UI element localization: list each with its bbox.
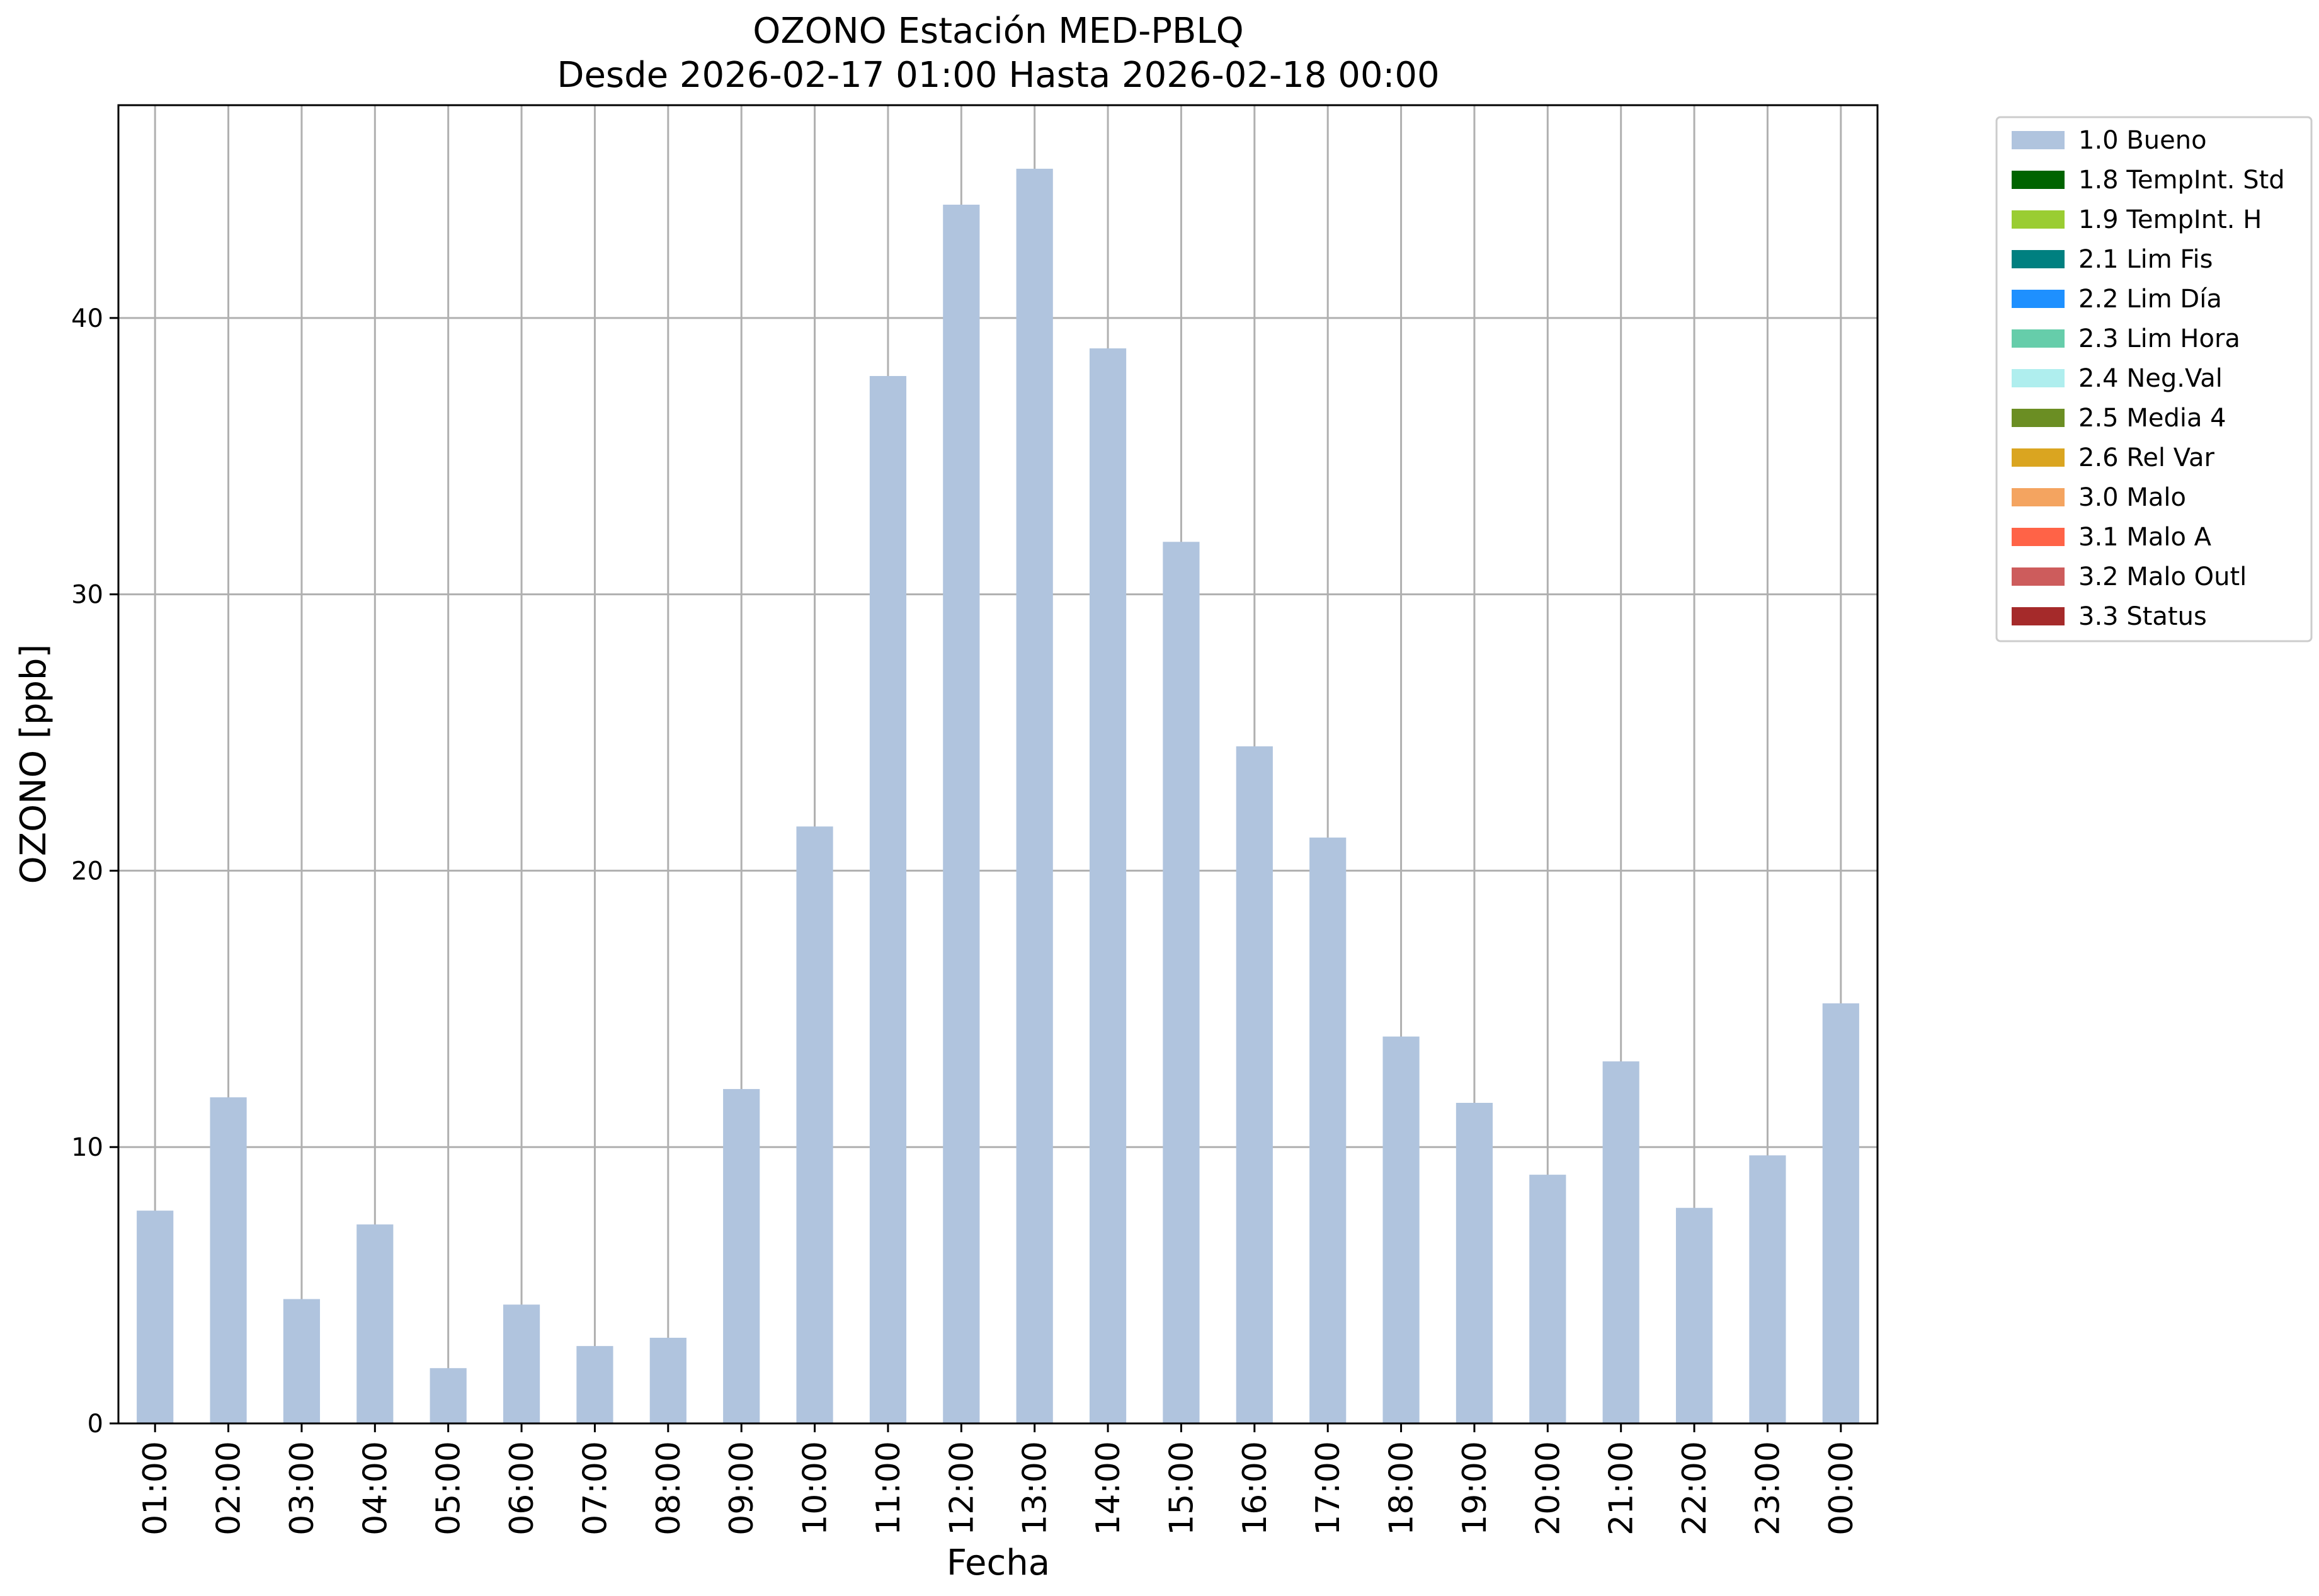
- legend-label: 1.0 Bueno: [2078, 126, 2207, 155]
- legend-label: 2.2 Lim Día: [2078, 285, 2222, 314]
- legend-label: 2.3 Lim Hora: [2078, 324, 2240, 353]
- x-tick-label: 14:00: [1090, 1441, 1127, 1536]
- x-tick-label: 16:00: [1236, 1441, 1274, 1536]
- bar-06:00: [503, 1304, 540, 1423]
- bar-13:00: [1016, 168, 1053, 1423]
- x-tick-label: 13:00: [1017, 1441, 1054, 1536]
- legend-swatch: [2012, 528, 2065, 546]
- bar-15:00: [1163, 542, 1200, 1423]
- y-tick-label: 20: [71, 857, 103, 886]
- x-tick-label: 10:00: [797, 1441, 835, 1536]
- chart-title: OZONO Estación MED-PBLQ: [753, 11, 1244, 52]
- legend-swatch: [2012, 171, 2065, 189]
- legend-swatch: [2012, 131, 2065, 149]
- legend-swatch: [2012, 329, 2065, 348]
- bar-12:00: [943, 204, 980, 1423]
- x-tick-label: 12:00: [943, 1441, 981, 1536]
- bar-17:00: [1309, 837, 1347, 1423]
- x-tick-label: 11:00: [870, 1441, 908, 1536]
- bar-22:00: [1675, 1207, 1713, 1423]
- x-axis-label: Fecha: [947, 1542, 1050, 1583]
- legend-label: 3.1 Malo A: [2078, 523, 2212, 552]
- legend-swatch: [2012, 369, 2065, 387]
- bar-04:00: [356, 1224, 394, 1423]
- x-tick-label: 04:00: [356, 1441, 394, 1536]
- legend-label: 2.1 Lim Fis: [2078, 245, 2213, 274]
- legend-frame: [1995, 116, 2313, 642]
- legend-label: 3.2 Malo Outl: [2078, 562, 2247, 591]
- bar-21:00: [1602, 1061, 1639, 1423]
- bar-20:00: [1529, 1175, 1566, 1423]
- legend-label: 3.0 Malo: [2078, 483, 2186, 512]
- legend-label: 2.4 Neg.Val: [2078, 364, 2223, 393]
- bar-05:00: [430, 1368, 467, 1423]
- legend-swatch: [2012, 488, 2065, 506]
- legend-label: 1.9 TempInt. H: [2078, 205, 2262, 234]
- x-tick-label: 22:00: [1676, 1441, 1714, 1536]
- legend-swatch: [2012, 250, 2065, 268]
- x-tick-label: 18:00: [1383, 1441, 1421, 1536]
- legend-label: 2.5 Media 4: [2078, 404, 2226, 433]
- y-tick-label: 30: [71, 581, 103, 610]
- x-tick-label: 03:00: [283, 1441, 321, 1536]
- plot-frame: [117, 104, 1879, 1425]
- legend-swatch: [2012, 567, 2065, 586]
- legend-label: 3.3 Status: [2078, 602, 2207, 631]
- x-tick-label: 17:00: [1309, 1441, 1347, 1536]
- y-axis-ticks: 0 10 20 30 40: [71, 304, 118, 1439]
- bar-16:00: [1236, 746, 1273, 1423]
- x-tick-label: 23:00: [1749, 1441, 1787, 1536]
- x-tick-label: 19:00: [1456, 1441, 1494, 1536]
- y-tick-label: 0: [88, 1410, 103, 1439]
- bar-18:00: [1382, 1036, 1420, 1423]
- bar-08:00: [649, 1337, 687, 1423]
- x-tick-label: 01:00: [137, 1441, 174, 1536]
- x-tick-label: 06:00: [503, 1441, 541, 1536]
- bar-09:00: [723, 1089, 760, 1423]
- legend: 1.0 Bueno 1.8 TempInt. Std 1.9 TempInt. H 2…: [1995, 116, 2313, 642]
- legend-swatch: [2012, 607, 2065, 625]
- legend-label: 2.6 Rel Var: [2078, 443, 2215, 472]
- legend-swatch: [2012, 210, 2065, 229]
- x-tick-label: 15:00: [1163, 1441, 1200, 1536]
- bar-01:00: [137, 1211, 174, 1423]
- legend-swatch: [2012, 409, 2065, 427]
- x-tick-label: 08:00: [650, 1441, 688, 1536]
- x-tick-label: 09:00: [723, 1441, 761, 1536]
- x-tick-label: 02:00: [210, 1441, 248, 1536]
- y-tick-label: 10: [71, 1133, 103, 1162]
- y-axis-label: OZONO [ppb]: [13, 644, 54, 884]
- bar-11:00: [869, 376, 907, 1424]
- bar-07:00: [576, 1346, 613, 1423]
- x-tick-label: 00:00: [1823, 1441, 1860, 1536]
- bars: [137, 168, 1859, 1424]
- x-axis-ticks: 01:00 02:00 03:00 04:00 05:00 06:00 07:00 08:00…: [137, 1423, 1860, 1536]
- y-tick-label: 40: [71, 304, 103, 333]
- legend-swatch: [2012, 290, 2065, 308]
- bar-00:00: [1822, 1003, 1859, 1423]
- x-tick-label: 20:00: [1529, 1441, 1567, 1536]
- bar-03:00: [283, 1299, 321, 1423]
- bar-19:00: [1456, 1103, 1493, 1423]
- bar-14:00: [1089, 348, 1127, 1423]
- bar-10:00: [796, 826, 833, 1423]
- bar-02:00: [210, 1097, 247, 1423]
- x-tick-label: 07:00: [576, 1441, 614, 1536]
- x-tick-label: 05:00: [430, 1441, 468, 1536]
- chart-subtitle: Desde 2026-02-17 01:00 Hasta 2026-02-18 …: [557, 55, 1439, 96]
- x-tick-label: 21:00: [1603, 1441, 1641, 1536]
- legend-label: 1.8 TempInt. Std: [2078, 166, 2285, 195]
- bar-23:00: [1749, 1155, 1786, 1423]
- legend-swatch: [2012, 448, 2065, 467]
